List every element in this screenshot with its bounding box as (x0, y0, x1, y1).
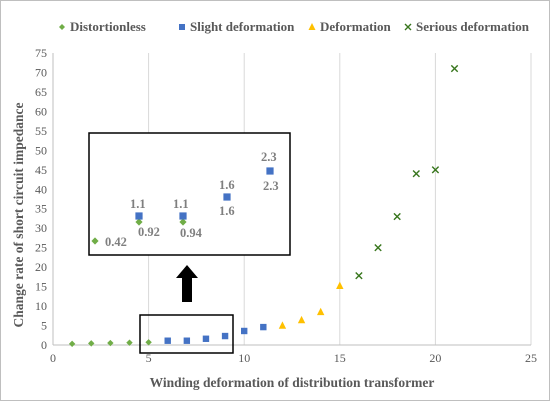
legend-marker (179, 24, 185, 30)
legend-marker (404, 23, 412, 31)
x-axis-title: Winding deformation of distribution tran… (150, 375, 435, 390)
data-point (278, 321, 287, 329)
inset-value-label: 1.6 (219, 204, 235, 218)
data-point (260, 323, 267, 331)
zoom-arrow (176, 265, 198, 302)
inset-value-label: 1.1 (130, 197, 146, 211)
y-tick-label: 65 (35, 85, 47, 99)
data-point (297, 315, 306, 324)
inset-data-point (135, 218, 143, 226)
y-tick-label: 50 (35, 143, 47, 157)
inset-value-label: 2.3 (263, 179, 279, 193)
inset-value-label: 0.94 (180, 226, 203, 240)
inset-value-label: 1.6 (219, 178, 235, 192)
inset-box (88, 132, 291, 256)
y-tick-label: 55 (35, 124, 47, 138)
inset-data-point (223, 193, 231, 201)
y-tick-label: 25 (35, 241, 47, 255)
inset-value-label: 0.42 (105, 235, 127, 249)
data-point (316, 307, 325, 316)
legend-marker (308, 23, 316, 30)
legend-label: Deformation (320, 19, 392, 34)
data-point (107, 339, 114, 347)
legend-marker (59, 24, 65, 30)
y-tick-label: 70 (35, 65, 47, 79)
y-tick-label: 15 (35, 280, 47, 294)
data-point (450, 64, 459, 73)
data-point (164, 337, 171, 344)
data-point (202, 335, 210, 342)
y-tick-label: 30 (35, 221, 47, 235)
y-tick-label: 40 (35, 182, 47, 196)
y-tick-label: 45 (35, 163, 47, 177)
data-point (336, 281, 344, 290)
y-tick-label: 75 (35, 46, 47, 60)
data-point (145, 339, 152, 346)
data-point (68, 340, 76, 348)
x-tick-label: 25 (525, 351, 537, 365)
y-tick-label: 35 (35, 202, 47, 216)
inset-data-point (135, 212, 143, 220)
x-tick-label: 0 (50, 351, 56, 365)
y-tick-label: 5 (41, 319, 47, 333)
y-tick-label: 20 (35, 260, 47, 274)
highlight-box (139, 314, 234, 354)
x-tick-label: 20 (429, 351, 441, 365)
data-point (431, 166, 440, 174)
x-tick-label: 15 (334, 351, 346, 365)
inset-data-point (91, 237, 99, 245)
y-axis-title: Change rate of short circuit impedance (11, 102, 26, 327)
data-point (183, 337, 191, 344)
data-point (355, 272, 363, 280)
data-point (88, 340, 95, 347)
legend-label: Distortionless (70, 19, 146, 34)
y-tick-label: 10 (35, 299, 47, 313)
inset-value-label: 1.1 (173, 197, 189, 211)
inset-value-label: 0.92 (138, 225, 160, 239)
x-tick-label: 5 (146, 351, 152, 365)
data-point (393, 212, 401, 221)
legend-label: Serious deformation (416, 19, 530, 34)
inset-data-point (179, 212, 187, 220)
inset-data-point (179, 218, 187, 226)
data-point (126, 339, 133, 346)
x-tick-label: 10 (238, 351, 250, 365)
data-point (374, 243, 382, 252)
y-tick-label: 60 (35, 104, 47, 118)
inset-value-label: 2.3 (261, 150, 277, 164)
legend-label: Slight deformation (190, 19, 295, 34)
data-point (241, 327, 248, 335)
data-point (221, 332, 229, 340)
inset-data-point (266, 167, 274, 175)
data-point (412, 169, 420, 178)
y-tick-label: 0 (41, 338, 47, 352)
